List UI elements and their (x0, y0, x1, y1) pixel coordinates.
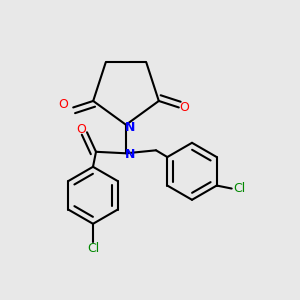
Text: O: O (77, 123, 86, 136)
Text: N: N (125, 121, 136, 134)
Text: O: O (58, 98, 68, 111)
Text: Cl: Cl (87, 242, 99, 255)
Text: N: N (125, 148, 136, 161)
Text: Cl: Cl (233, 182, 245, 195)
Text: O: O (179, 101, 189, 114)
